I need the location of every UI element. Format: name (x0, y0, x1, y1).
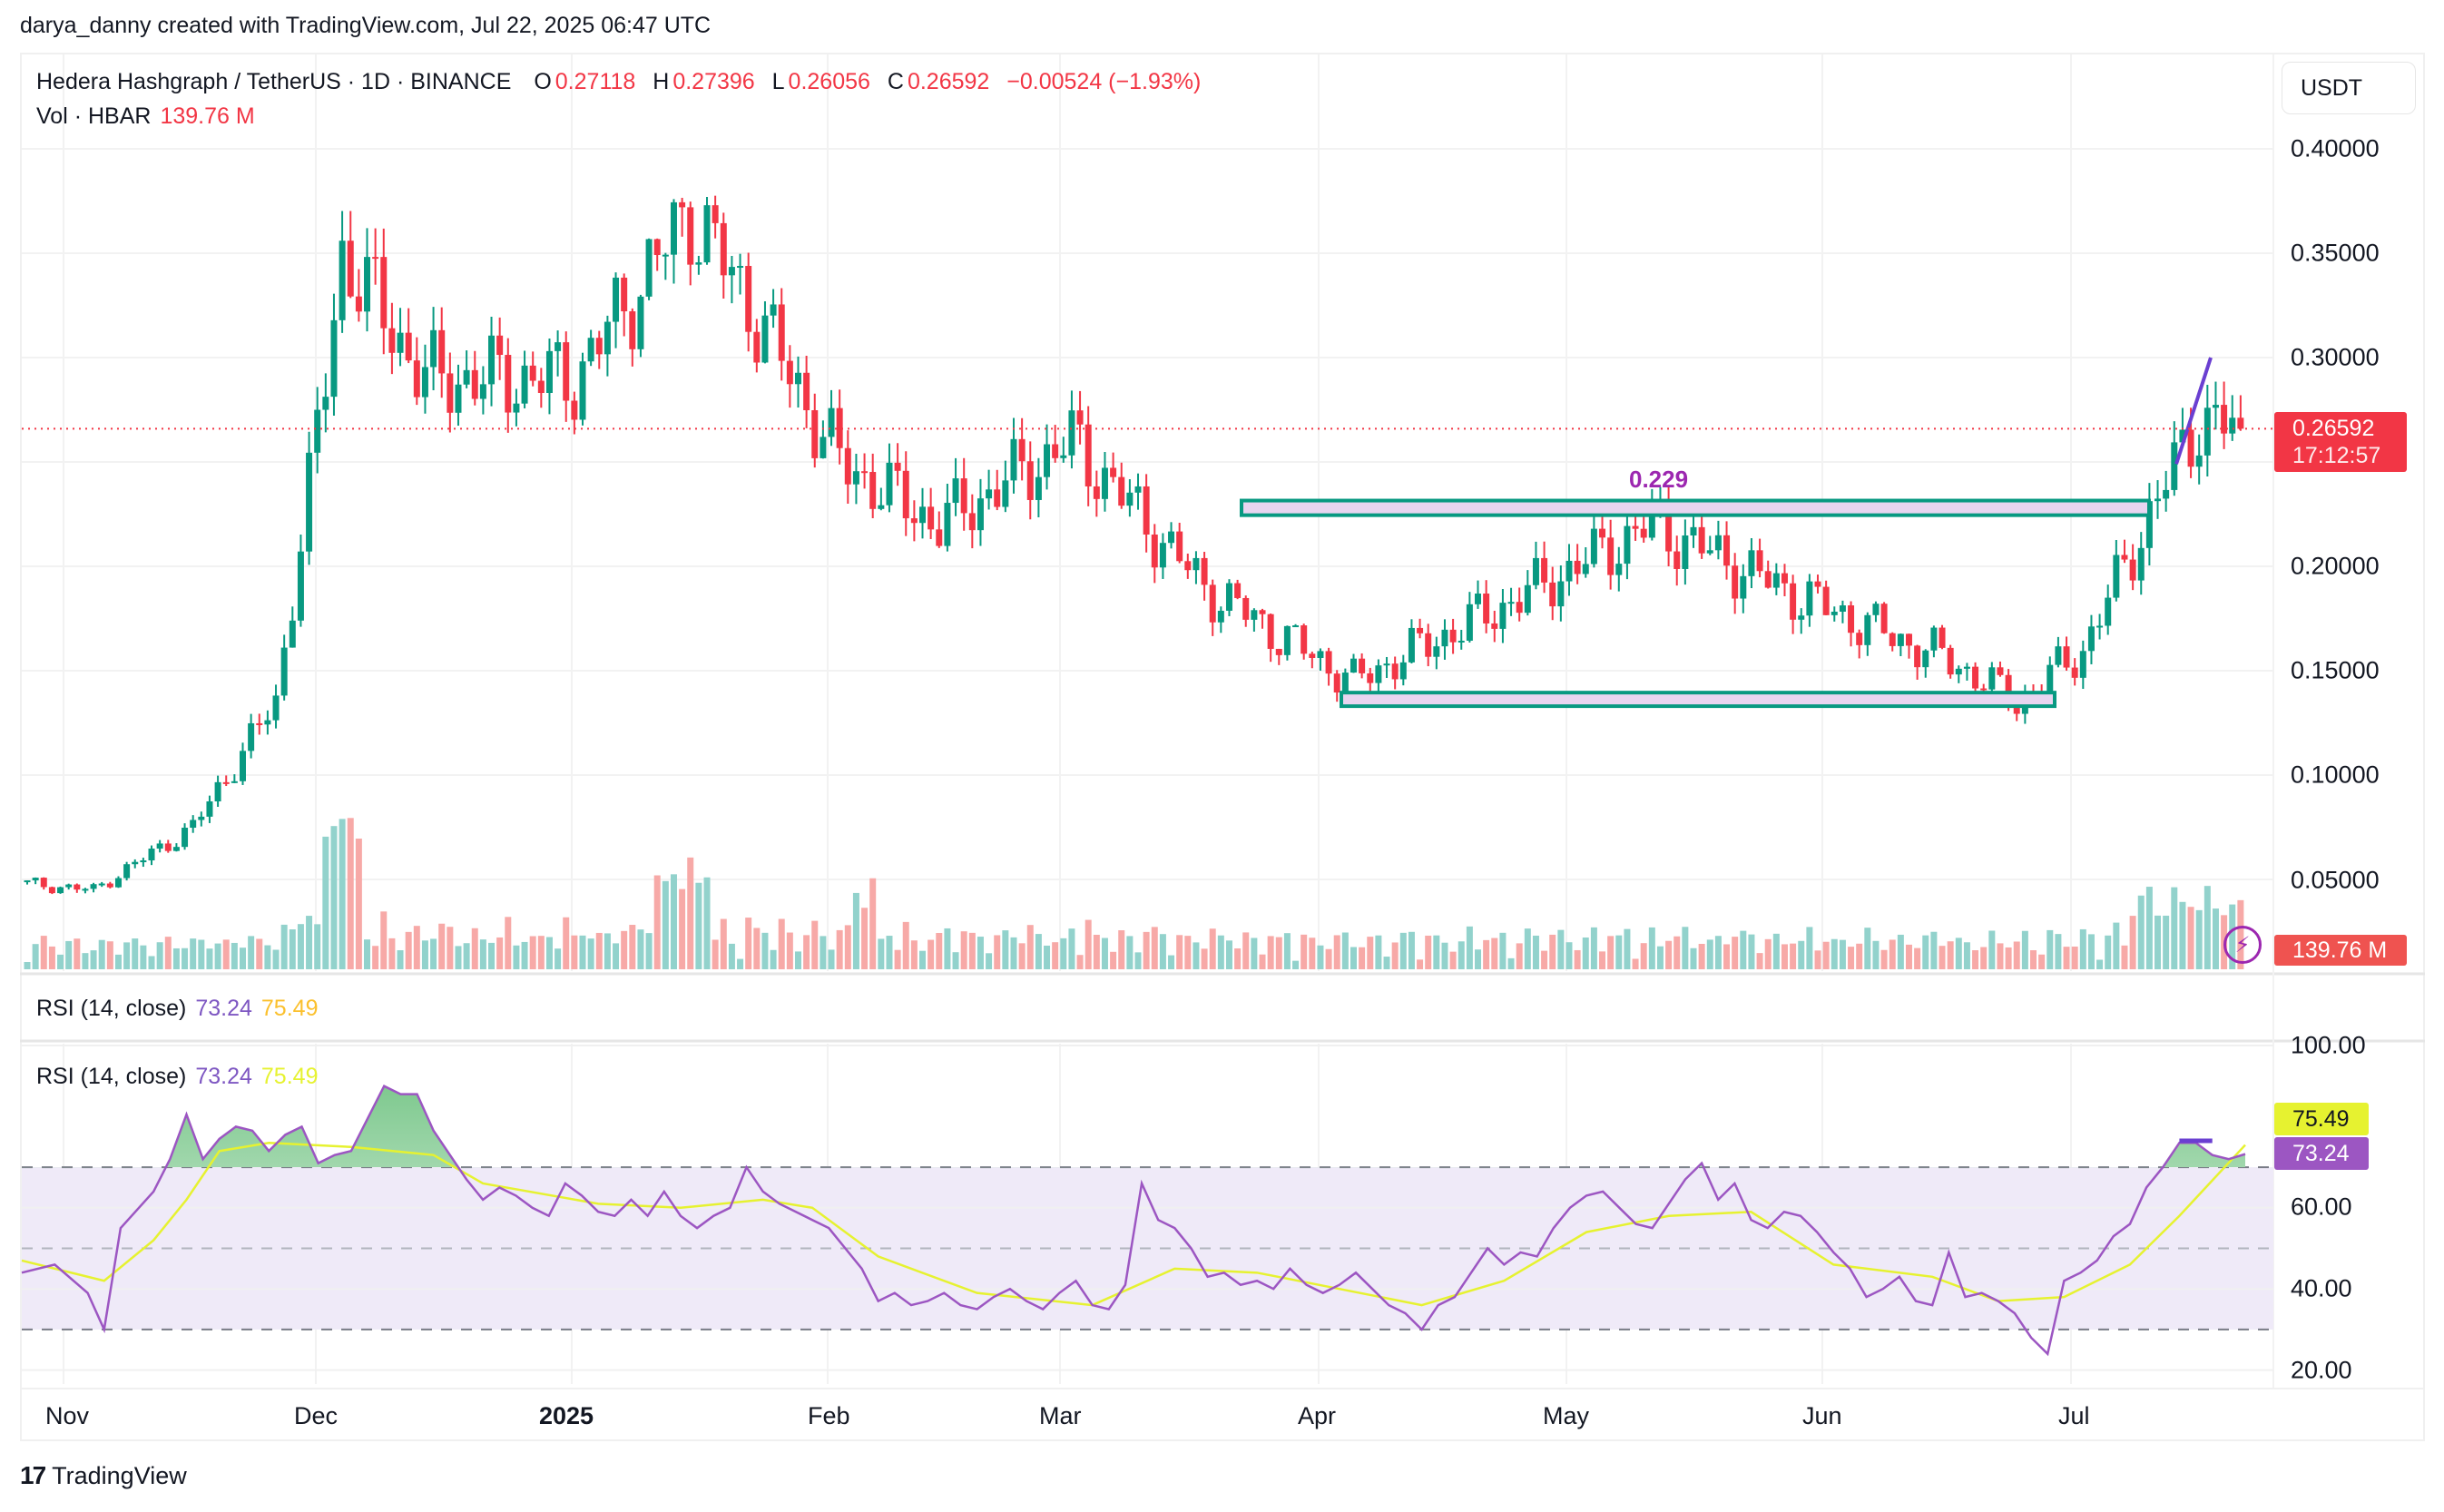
high-label: H (653, 69, 670, 94)
price-axis-label: 0.40000 (2291, 134, 2380, 162)
rsi-ma-value: 75.49 (260, 1064, 319, 1089)
low-value: 0.26056 (788, 69, 870, 94)
high-value: 0.27396 (672, 69, 755, 94)
lightning-icon[interactable]: ⚡ (2223, 926, 2262, 964)
rsi-legend-collapsed[interactable]: RSI (14, close) 73.24 75.49 (36, 996, 318, 1022)
rsi-axis-label: 100.00 (2291, 1031, 2366, 1059)
rsi-ma-value: 75.49 (260, 996, 319, 1021)
time-axis-label: Mar (1039, 1402, 1082, 1429)
rsi-axis-label: 60.00 (2291, 1193, 2352, 1221)
time-axis-label: 2025 (539, 1402, 594, 1429)
last-price-value: 0.26592 (2292, 416, 2375, 441)
price-axis-label: 0.10000 (2291, 761, 2380, 789)
volume-value: 139.76 M (160, 103, 255, 129)
price-axis-label: 0.20000 (2291, 552, 2380, 580)
time-axis-label: Dec (294, 1402, 339, 1429)
time-axis-label: May (1543, 1402, 1590, 1429)
open-label: O (534, 69, 552, 94)
open-value: 0.27118 (555, 69, 636, 94)
chart-frame (20, 53, 2425, 1441)
low-label: L (771, 69, 785, 94)
brand-name: TradingView (52, 1461, 187, 1489)
rsi-value: 73.24 (195, 1064, 252, 1089)
time-axis-label: Jun (1802, 1402, 1842, 1429)
time-axis-label: Jul (2058, 1402, 2090, 1429)
rsi-ma-tag: 75.49 (2274, 1103, 2369, 1135)
rsi-tag: 73.24 (2274, 1137, 2369, 1170)
rsi-axis-label: 40.00 (2291, 1274, 2352, 1302)
resistance-level-label[interactable]: 0.229 (1629, 466, 1689, 493)
price-axis-label: 0.35000 (2291, 239, 2380, 267)
price-axis-label: 0.30000 (2291, 343, 2380, 371)
volume-label: Vol · HBAR (36, 103, 152, 129)
attribution-text: darya_danny created with TradingView.com… (20, 13, 712, 38)
volume-legend[interactable]: Vol · HBAR 139.76 M (36, 103, 255, 130)
time-axis-label: Apr (1298, 1402, 1337, 1429)
rsi-axis-label: 20.00 (2291, 1356, 2352, 1384)
symbol-legend[interactable]: Hedera Hashgraph / TetherUS · 1D · BINAN… (36, 69, 1204, 95)
bar-countdown: 17:12:57 (2292, 443, 2381, 468)
rsi-name: RSI (14, close) (36, 1064, 187, 1089)
rsi-value: 73.24 (195, 996, 252, 1021)
close-label: C (887, 69, 904, 94)
footer-brand[interactable]: 17 TradingView (20, 1461, 187, 1490)
change-value: −0.00524 (−1.93%) (1006, 69, 1202, 94)
volume-tag: 139.76 M (2274, 935, 2407, 966)
price-axis-label: 0.15000 (2291, 656, 2380, 684)
rsi-legend[interactable]: RSI (14, close) 73.24 75.49 (36, 1064, 318, 1090)
time-axis-label: Nov (45, 1402, 90, 1429)
tradingview-logo-icon: 17 (20, 1461, 46, 1489)
close-value: 0.26592 (907, 69, 990, 94)
rsi-name: RSI (14, close) (36, 996, 187, 1021)
currency-button[interactable]: USDT (2282, 62, 2416, 114)
time-axis-label: Feb (808, 1402, 850, 1429)
price-axis-label: 0.05000 (2291, 866, 2380, 894)
last-price-tag: 0.26592 17:12:57 (2274, 412, 2407, 472)
symbol-title: Hedera Hashgraph / TetherUS · 1D · BINAN… (36, 69, 512, 94)
